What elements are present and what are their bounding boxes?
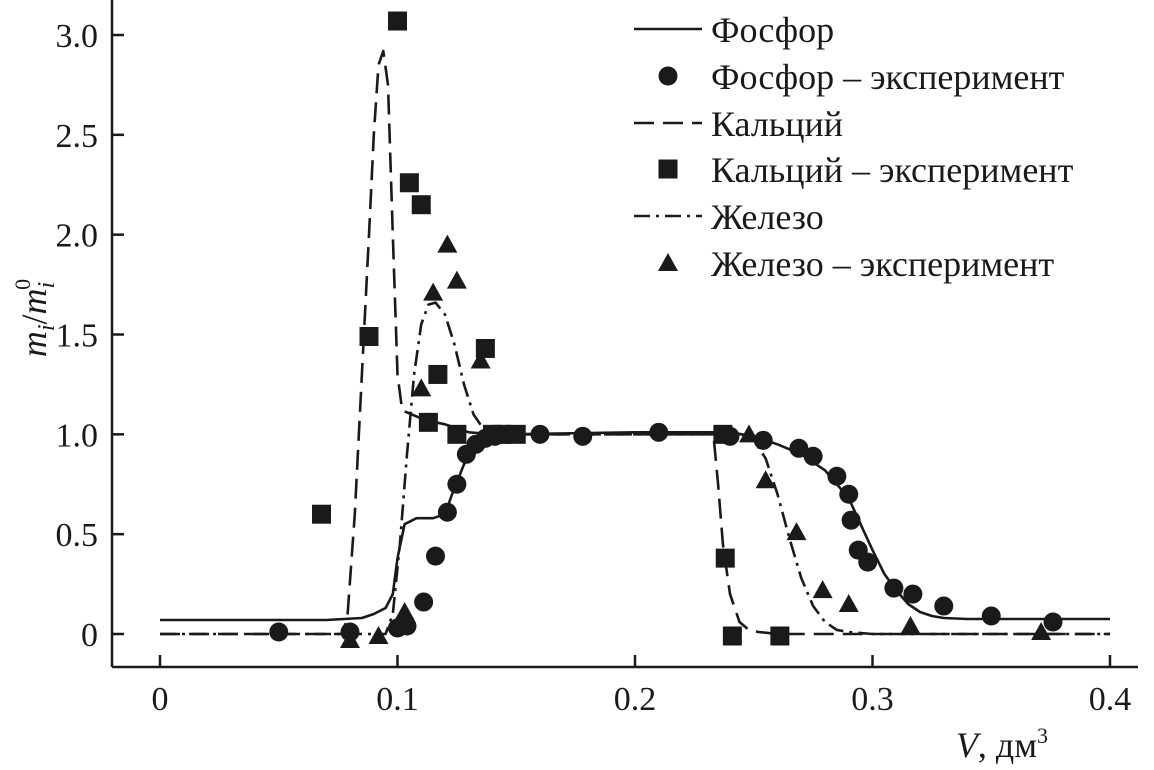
phosphorus-data-point: [426, 546, 445, 566]
legend-label: Кальций – эксперимент: [711, 150, 1074, 190]
phosphorus-data-point: [397, 616, 417, 636]
phosphorus-data-point: [530, 424, 550, 444]
legend-item-calcium: Кальций: [634, 104, 843, 144]
phosphorus-data-point: [858, 552, 878, 572]
calcium-data-point: [722, 626, 742, 646]
iron-data-point: [786, 522, 807, 541]
y-tick-label: 0: [81, 617, 98, 654]
phosphorus-data-point: [884, 578, 904, 598]
calcium-data-point: [388, 11, 407, 31]
legend-marker-phosphorus: [658, 66, 678, 86]
phosphorus-data-point: [447, 474, 467, 494]
phosphorus-data-point: [753, 430, 773, 450]
legend-label: Железо – эксперимент: [711, 244, 1054, 284]
calcium-experiment-points: [312, 11, 790, 646]
phosphorus-experiment-points: [269, 422, 1063, 642]
x-tick-label: 0.1: [376, 681, 419, 718]
phosphorus-data-point: [414, 592, 434, 612]
series-layer: [160, 11, 1110, 648]
iron-data-point: [470, 350, 491, 369]
calcium-data-point: [411, 195, 431, 215]
x-tick-label: 0.4: [1089, 681, 1132, 718]
calcium-data-point: [399, 173, 419, 193]
x-tick-label: 0.2: [614, 681, 657, 718]
legend-marker-calcium: [658, 159, 678, 179]
legend-item-iron-experiment: Железо – эксперимент: [658, 244, 1054, 284]
phosphorus-data-point: [903, 584, 923, 604]
calcium-data-point: [715, 548, 735, 568]
iron-data-point: [411, 378, 432, 397]
phosphorus-data-point: [649, 422, 669, 442]
y-axis-ticks: 0 0.5 1.0 1.5 2.0 2.5 3.0: [56, 18, 124, 654]
calcium-data-point: [418, 412, 438, 432]
y-tick-label: 0.5: [56, 517, 99, 554]
phosphorus-data-point: [934, 596, 954, 616]
iron-data-point: [755, 470, 776, 489]
legend-label: Кальций: [711, 104, 843, 144]
phosphorus-data-point: [841, 510, 861, 530]
legend-item-iron: Железо: [634, 197, 824, 237]
x-axis-ticks: 0 0.1 0.2 0.3 0.4: [152, 655, 1132, 718]
y-tick-label: 2.5: [56, 118, 99, 155]
legend-item-calcium-experiment: Кальций – эксперимент: [658, 150, 1074, 190]
iron-data-point: [437, 234, 458, 253]
y-axis-label: mi/mi0: [10, 279, 60, 357]
legend-marker-iron: [658, 253, 678, 271]
y-tick-label: 3.0: [56, 18, 99, 55]
phosphorus-data-point: [269, 622, 289, 642]
legend-label: Железо: [711, 197, 824, 237]
legend-item-phosphorus-experiment: Фосфор – эксперимент: [658, 57, 1065, 97]
y-tick-label: 2.0: [56, 218, 99, 255]
legend-label: Фосфор – эксперимент: [711, 57, 1065, 97]
plot-frame: [110, 0, 1138, 669]
phosphorus-data-point: [981, 606, 1001, 626]
legend-label: Фосфор: [711, 10, 834, 50]
calcium-data-point: [312, 504, 331, 524]
phosphorus-data-point: [573, 426, 593, 446]
x-tick-label: 0.3: [851, 681, 894, 718]
iron-data-point: [900, 616, 921, 635]
phosphorus-curve: [160, 430, 1110, 622]
phosphorus-data-point: [827, 466, 847, 486]
phosphorus-data-point: [789, 438, 809, 458]
iron-curve: [160, 301, 1110, 636]
iron-data-point: [446, 270, 467, 289]
calcium-curve: [160, 49, 1110, 636]
iron-data-point: [838, 594, 859, 613]
x-axis-label: V, дм3: [956, 723, 1048, 765]
iron-experiment-points: [340, 234, 1052, 648]
iron-data-point: [1031, 622, 1052, 641]
legend-item-phosphorus: Фосфор: [634, 10, 834, 50]
calcium-data-point: [447, 424, 467, 444]
y-tick-label: 1.0: [56, 417, 99, 454]
calcium-data-point: [359, 326, 379, 346]
calcium-data-point: [770, 626, 790, 646]
iron-data-point: [340, 629, 360, 648]
iron-data-point: [394, 602, 415, 621]
iron-data-point: [739, 424, 759, 443]
iron-data-point: [368, 625, 389, 644]
phosphorus-data-point: [437, 502, 457, 522]
legend: Фосфор Фосфор – эксперимент Кальций Кальций…: [634, 10, 1074, 284]
phosphorus-data-point: [1043, 612, 1063, 632]
phosphorus-data-point: [803, 446, 823, 466]
y-tick-label: 1.5: [56, 318, 99, 355]
iron-data-point: [423, 282, 444, 301]
phosphorus-data-point: [839, 484, 859, 504]
iron-data-point: [812, 580, 833, 599]
x-tick-label: 0: [152, 681, 169, 718]
calcium-data-point: [428, 364, 448, 384]
